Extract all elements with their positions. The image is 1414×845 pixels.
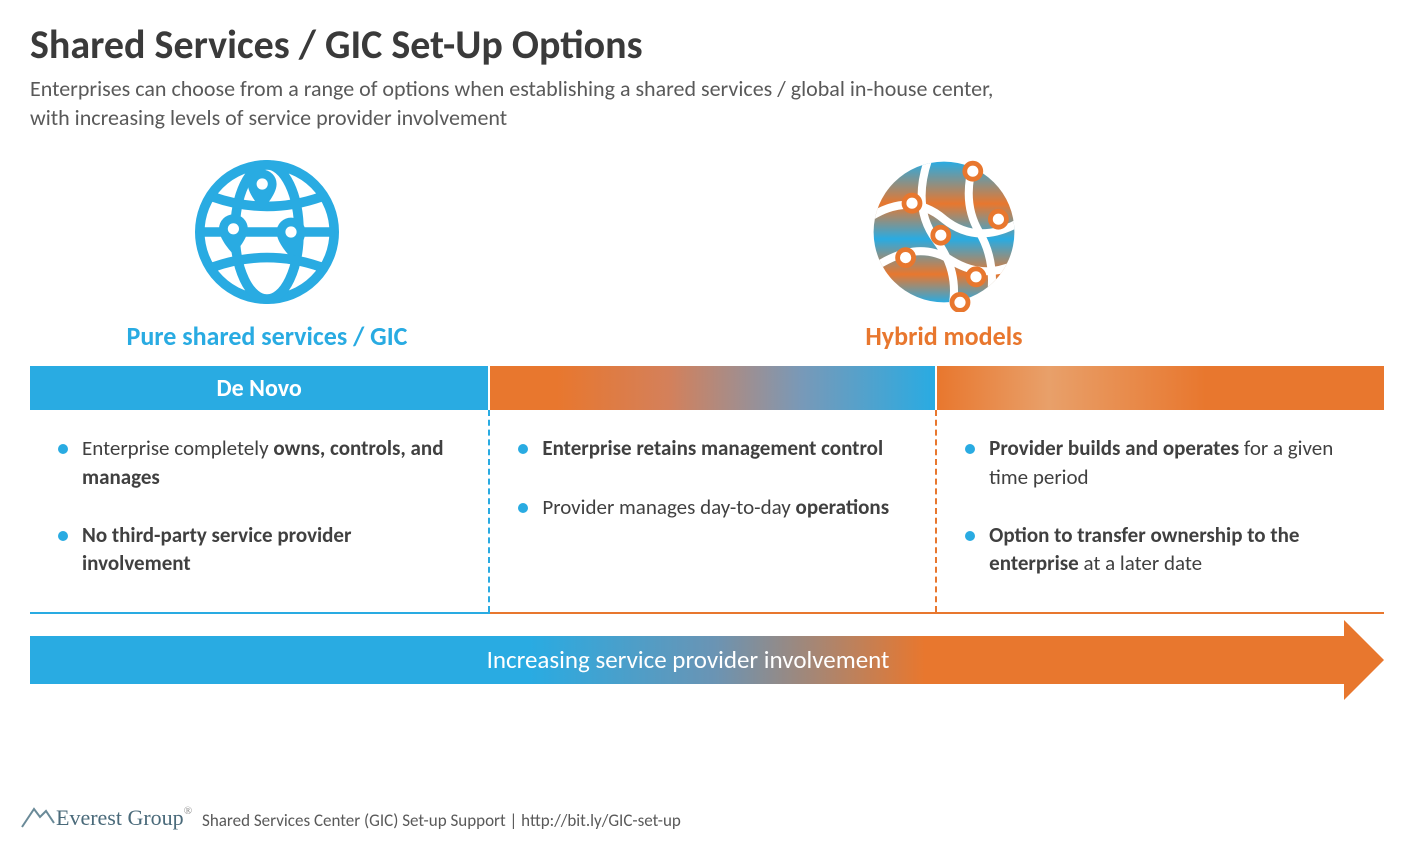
subtitle-line-2: with increasing levels of service provid… (30, 104, 507, 131)
network-globe-icon (864, 152, 1024, 312)
column-3-body: Provider builds and operates for a given… (937, 410, 1384, 611)
logo-text: Everest Group® (56, 805, 192, 831)
table-bottom-border (30, 612, 1384, 614)
arrow-bar: Increasing service provider involvement (30, 636, 1346, 684)
column-2-body: Enterprise retains management control Pr… (490, 410, 937, 611)
subtitle-line-1: Enterprises can choose from a range of o… (30, 75, 993, 102)
everest-group-logo: Everest Group® (20, 801, 192, 831)
col1-bullet-1: Enterprise completely owns, controls, an… (58, 434, 460, 491)
footer-tagline: Shared Services Center (GIC) Set-up Supp… (202, 810, 681, 831)
page-subtitle: Enterprises can choose from a range of o… (30, 75, 1384, 132)
column-1-body: Enterprise completely owns, controls, an… (30, 410, 490, 611)
globe-pins-icon (187, 152, 347, 312)
category-hybrid: Hybrid models (504, 152, 1384, 352)
col1-bullet-2: No third-party service provider involvem… (58, 521, 460, 578)
category-icons-row: Pure shared services / GIC (30, 152, 1384, 352)
col3-bullet-2: Option to transfer ownership to the ente… (965, 521, 1356, 578)
page-title: Shared Services / GIC Set-Up Options (30, 20, 1384, 69)
options-table: De Novo Enterprise completely owns, cont… (30, 366, 1384, 613)
column-header-3 (937, 366, 1384, 410)
arrow-label: Increasing service provider involvement (487, 644, 890, 675)
category-label-pure: Pure shared services / GIC (127, 320, 408, 352)
category-label-hybrid: Hybrid models (865, 320, 1022, 352)
involvement-arrow: Increasing service provider involvement (30, 636, 1384, 684)
options-body-row: Enterprise completely owns, controls, an… (30, 410, 1384, 611)
col3-bullet-1: Provider builds and operates for a given… (965, 434, 1356, 491)
options-header-row: De Novo (30, 366, 1384, 410)
arrow-head-icon (1344, 620, 1384, 700)
col2-bullet-1: Enterprise retains management control (518, 434, 907, 462)
logo-mountain-icon (20, 801, 56, 831)
category-pure-gic: Pure shared services / GIC (30, 152, 504, 352)
column-header-2 (490, 366, 937, 410)
footer: Everest Group® Shared Services Center (G… (20, 801, 681, 831)
column-header-de-novo: De Novo (30, 366, 490, 410)
col2-bullet-2: Provider manages day-to-day operations (518, 493, 907, 521)
